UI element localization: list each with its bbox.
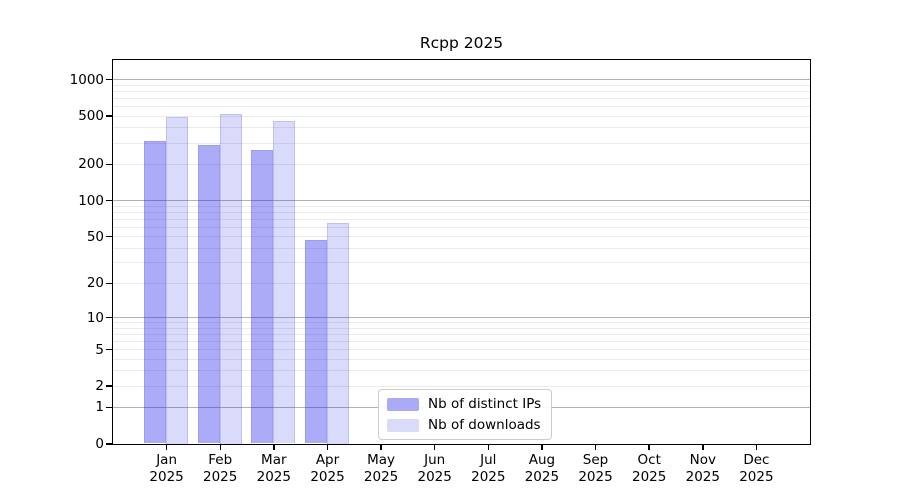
x-tick-mark — [273, 444, 275, 450]
y-tick-mark — [106, 348, 112, 351]
legend-label-distinct-ips: Nb of distinct IPs — [428, 396, 542, 412]
x-tick-label: Apr 2025 — [310, 452, 345, 485]
bar-distinct-ips — [197, 145, 220, 444]
x-tick-mark — [648, 444, 650, 450]
x-tick-mark — [219, 444, 221, 450]
x-tick-mark — [541, 444, 543, 450]
gridline-minor — [112, 218, 810, 220]
x-tick-label: Dec 2025 — [739, 452, 774, 485]
gridline-minor — [112, 97, 810, 99]
gridline-minor — [112, 211, 810, 213]
x-tick-label: May 2025 — [363, 452, 399, 485]
bar-distinct-ips — [305, 240, 327, 444]
gridline-minor — [112, 90, 810, 92]
x-tick-label: Oct 2025 — [632, 452, 667, 485]
chart-title: Rcpp 2025 — [419, 34, 504, 52]
gridline-major — [112, 200, 810, 202]
legend-swatch-downloads — [387, 418, 419, 432]
x-tick-label: Jun 2025 — [417, 452, 452, 485]
plot-area — [111, 58, 811, 445]
bar-distinct-ips — [251, 150, 274, 444]
legend-swatch-distinct-ips — [387, 397, 419, 411]
x-tick-mark — [702, 444, 704, 450]
y-tick-mark — [106, 115, 112, 117]
y-tick-label: 5 — [95, 341, 104, 358]
x-tick-label: Feb 2025 — [203, 452, 238, 485]
x-tick-mark — [755, 444, 758, 450]
gridline-minor — [112, 247, 810, 249]
gridline-minor — [112, 358, 810, 360]
y-tick-label: 1000 — [69, 71, 104, 88]
y-tick-label: 10 — [86, 309, 104, 326]
gridline-minor — [112, 340, 810, 342]
y-tick-label: 200 — [78, 156, 104, 173]
gridline-minor — [112, 226, 810, 228]
y-tick-mark — [106, 406, 112, 409]
gridline-major — [112, 79, 810, 81]
x-tick-label: Jul 2025 — [471, 452, 506, 485]
bar-downloads — [166, 117, 189, 444]
x-tick-mark — [165, 444, 168, 450]
y-tick-label: 2 — [95, 378, 104, 395]
bar-downloads — [327, 222, 349, 444]
y-tick-mark — [106, 199, 112, 202]
y-tick-mark — [106, 282, 112, 285]
x-tick-label: Sep 2025 — [578, 452, 613, 485]
y-tick-label: 1 — [95, 399, 104, 416]
y-tick-label: 500 — [78, 108, 104, 125]
bar-distinct-ips — [144, 140, 167, 444]
gridline-major — [112, 317, 810, 318]
legend-label-downloads: Nb of downloads — [428, 417, 541, 433]
gridline-minor — [112, 349, 810, 350]
y-tick-label: 100 — [78, 192, 104, 209]
gridline-minor — [112, 142, 810, 144]
gridline-minor — [112, 106, 810, 107]
y-tick-mark — [106, 443, 112, 445]
y-tick-label: 0 — [95, 436, 104, 452]
y-tick-label: 20 — [86, 275, 104, 292]
bar-downloads — [219, 113, 242, 444]
x-tick-mark — [594, 444, 597, 450]
gridline-minor — [112, 262, 810, 264]
gridline-minor — [112, 333, 810, 335]
bar-downloads — [273, 120, 296, 444]
gridline-minor — [112, 115, 810, 117]
x-tick-label: Aug 2025 — [524, 452, 560, 485]
legend-item-distinct-ips: Nb of distinct IPs — [387, 396, 541, 412]
x-tick-mark — [326, 444, 329, 450]
gridline-minor — [112, 322, 810, 323]
y-tick-mark — [106, 235, 112, 238]
gridline-minor — [112, 327, 810, 329]
y-tick-label: 50 — [86, 228, 104, 245]
x-tick-label: Mar 2025 — [256, 452, 291, 485]
gridline-minor — [112, 84, 810, 86]
x-tick-label: Nov 2025 — [685, 452, 720, 485]
x-tick-mark — [433, 444, 436, 450]
y-tick-mark — [106, 163, 112, 165]
gridline-minor — [112, 282, 810, 284]
y-tick-mark — [106, 385, 112, 387]
legend-item-downloads: Nb of downloads — [387, 417, 541, 433]
x-tick-mark — [487, 444, 490, 450]
y-tick-mark — [106, 78, 112, 81]
gridline-minor — [112, 236, 810, 238]
gridline-minor — [112, 205, 810, 207]
gridline-minor — [112, 385, 810, 387]
x-tick-mark — [380, 444, 382, 450]
gridline-minor — [112, 163, 810, 165]
gridline-minor — [112, 127, 810, 129]
y-tick-mark — [106, 316, 112, 319]
gridline-minor — [112, 370, 810, 372]
x-tick-label: Jan 2025 — [149, 452, 184, 485]
legend: Nb of distinct IPs Nb of downloads — [378, 389, 553, 440]
